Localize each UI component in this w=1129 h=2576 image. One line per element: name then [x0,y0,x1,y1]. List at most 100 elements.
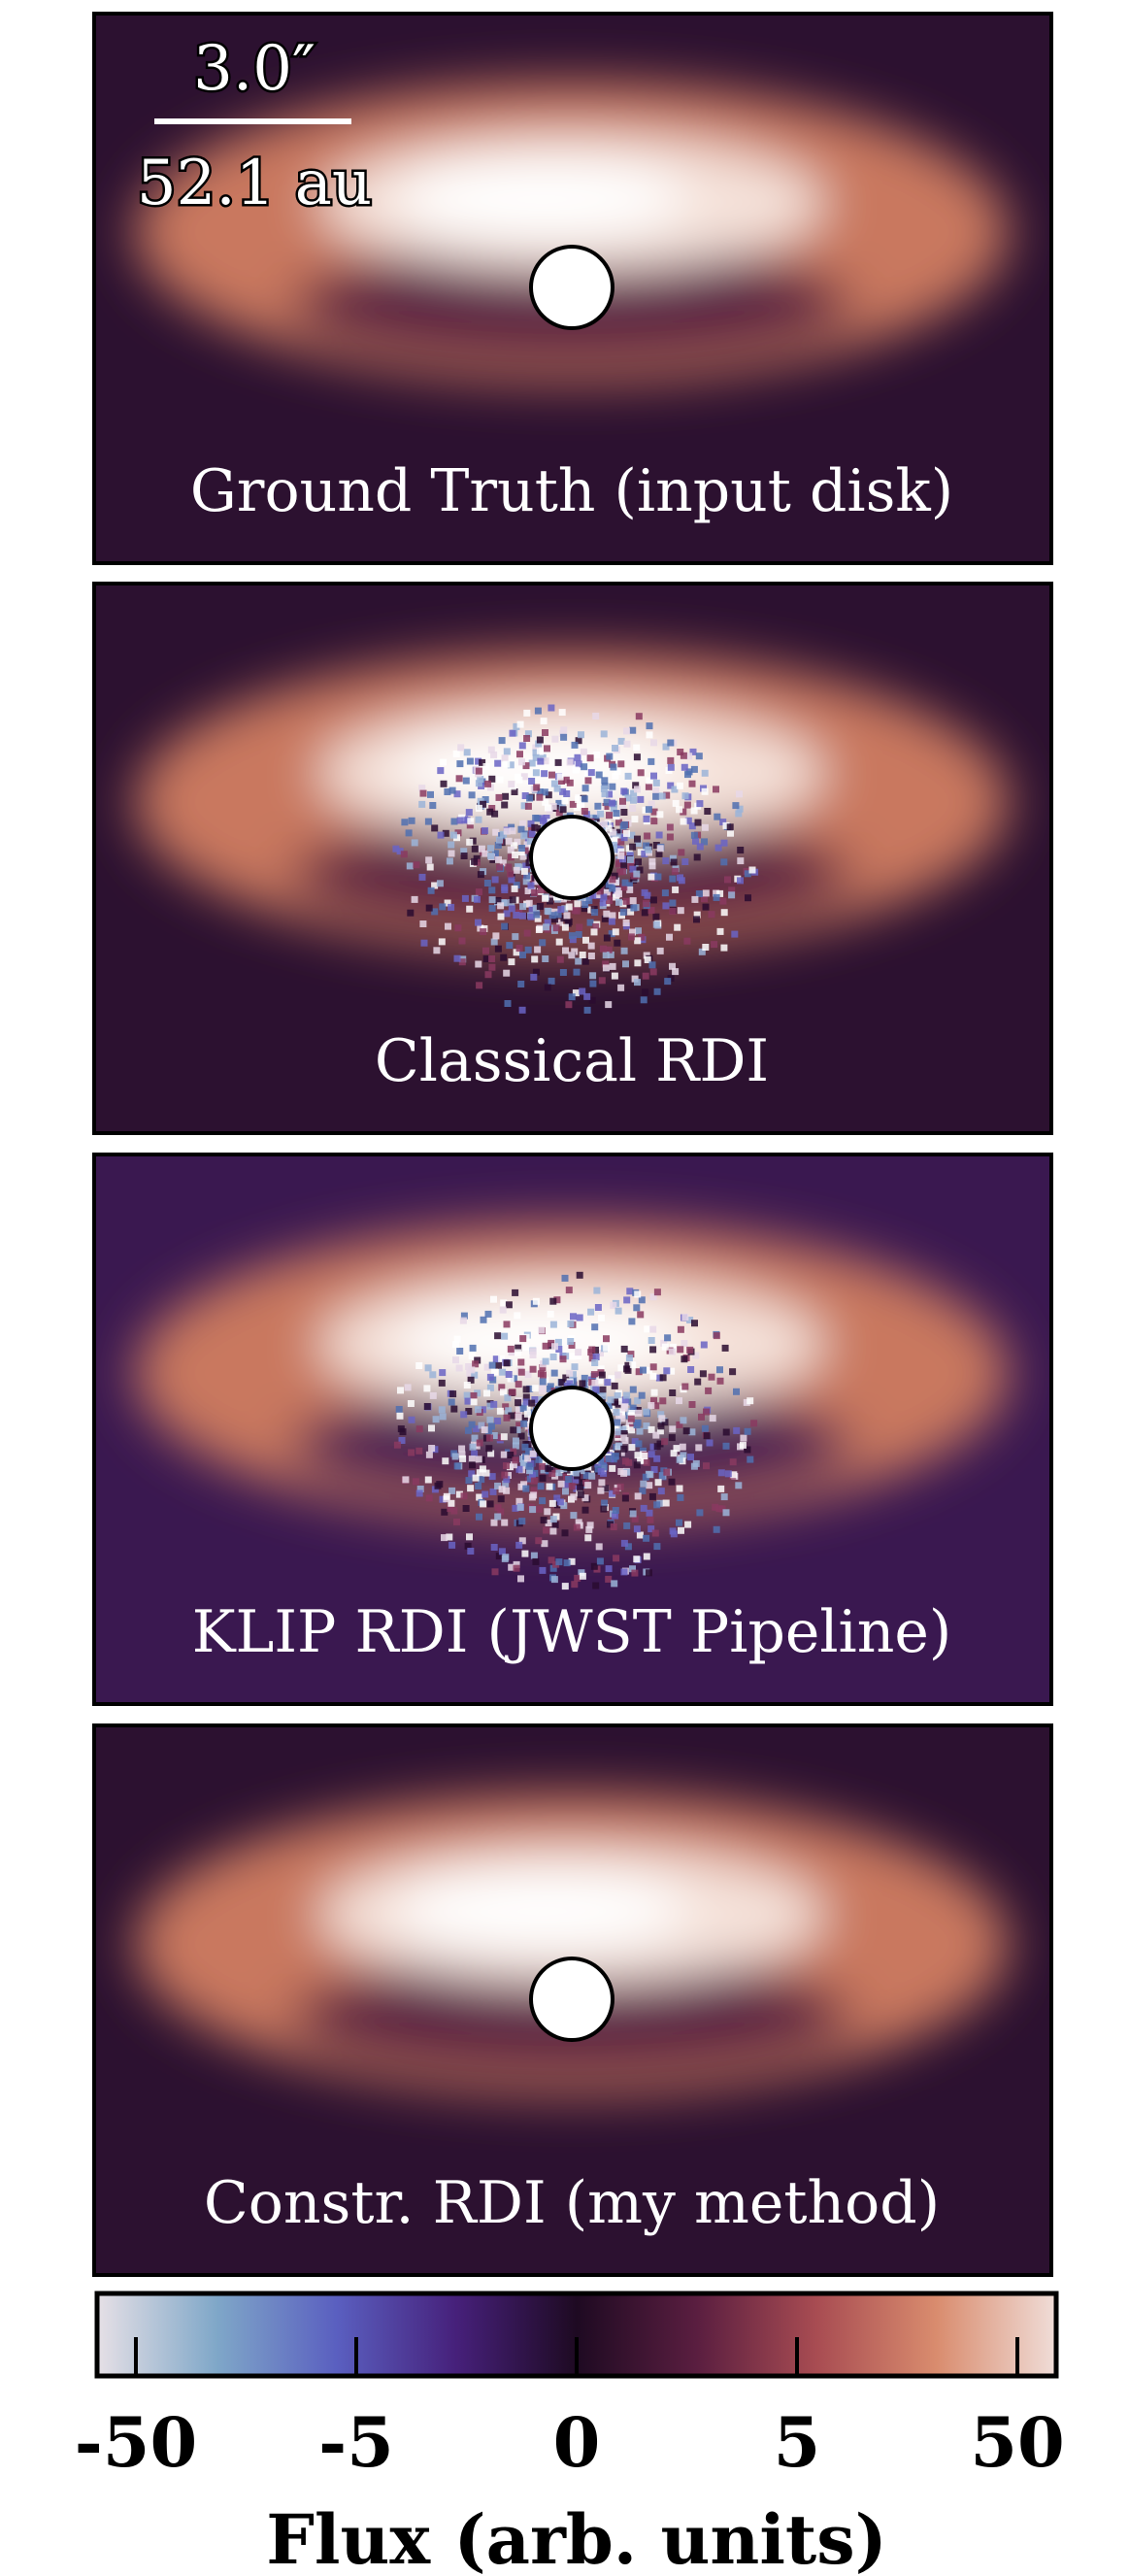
noise-pixel [649,961,656,968]
noise-pixel [526,1463,533,1470]
noise-pixel [519,1335,526,1342]
noise-pixel [613,928,619,935]
noise-pixel [655,1479,662,1486]
noise-pixel [479,846,485,853]
noise-pixel [644,816,650,822]
noise-pixel [633,1556,640,1562]
noise-pixel [495,946,502,953]
noise-pixel [721,909,728,916]
noise-pixel [413,1478,419,1485]
noise-pixel [658,1488,665,1494]
noise-pixel [494,760,501,767]
noise-pixel [582,785,589,791]
noise-pixel [588,953,595,959]
noise-pixel [449,787,456,794]
noise-pixel [555,759,562,766]
noise-pixel [721,840,728,847]
noise-pixel [490,1489,497,1495]
noise-pixel [454,955,461,962]
noise-pixel [569,993,576,1000]
noise-pixel [667,740,674,747]
noise-pixel [521,1551,528,1557]
noise-pixel [428,887,435,894]
noise-pixel [582,1507,589,1514]
noise-pixel [600,1387,607,1393]
noise-pixel [452,1454,459,1460]
noise-pixel [637,796,644,803]
noise-pixel [684,771,691,778]
noise-pixel [461,1492,468,1499]
noise-pixel [701,1342,708,1349]
noise-pixel [622,1495,629,1502]
noise-pixel [557,1498,564,1505]
noise-pixel [436,1481,443,1488]
noise-pixel [487,853,494,859]
noise-pixel [523,1386,530,1392]
noise-pixel [662,1344,669,1351]
noise-pixel [627,856,634,863]
noise-pixel [517,1575,524,1582]
noise-pixel [609,876,615,883]
noise-pixel [492,876,499,883]
noise-pixel [449,1390,456,1397]
noise-pixel [518,1518,525,1524]
noise-pixel [740,1442,747,1449]
noise-pixel [466,839,473,846]
noise-pixel [469,1461,476,1468]
noise-pixel [662,857,669,864]
noise-pixel [551,736,558,743]
noise-pixel [749,867,756,874]
noise-pixel [614,1420,620,1426]
noise-pixel [471,1398,478,1405]
noise-pixel [672,868,679,875]
noise-pixel [669,1425,676,1432]
noise-pixel [564,912,571,919]
noise-pixel [433,947,440,953]
noise-pixel [562,1529,569,1536]
noise-pixel [717,1486,724,1492]
noise-pixel [519,1007,526,1014]
noise-pixel [725,1470,732,1477]
noise-pixel [677,1494,683,1501]
noise-pixel [467,758,474,765]
noise-pixel [684,1522,691,1528]
noise-pixel [716,1366,723,1373]
noise-pixel [656,832,663,839]
noise-pixel [540,818,547,824]
noise-pixel [458,1446,465,1453]
noise-pixel [454,1462,461,1469]
disk [135,82,1009,383]
noise-pixel [603,1335,610,1342]
noise-pixel [463,1505,470,1512]
noise-pixel [453,1519,460,1525]
noise-pixel [523,1344,530,1351]
noise-pixel [480,1465,486,1472]
noise-pixel [495,1504,502,1511]
noise-pixel [487,845,494,852]
noise-pixel [683,938,690,945]
noise-pixel [711,941,717,948]
noise-pixel [487,1374,494,1381]
noise-pixel [483,1389,490,1396]
noise-pixel [480,1500,486,1507]
noise-pixel [406,829,413,836]
noise-pixel [635,1440,642,1447]
noise-pixel [588,769,595,776]
noise-pixel [476,817,482,823]
noise-pixel [732,802,739,809]
noise-pixel [597,811,604,818]
noise-pixel [531,889,538,896]
noise-pixel [703,1409,710,1416]
noise-pixel [456,1365,463,1372]
noise-pixel [532,1385,539,1391]
noise-pixel [577,1315,583,1321]
noise-pixel [574,900,581,907]
noise-pixel [721,1493,728,1500]
noise-pixel [539,939,546,946]
noise-pixel [676,1520,682,1526]
figure: Ground Truth (input disk)Classical RDIKL… [0,0,1129,2576]
noise-pixel [572,1363,579,1370]
noise-pixel [620,809,627,816]
noise-pixel [405,1384,412,1390]
noise-pixel [649,1493,656,1500]
